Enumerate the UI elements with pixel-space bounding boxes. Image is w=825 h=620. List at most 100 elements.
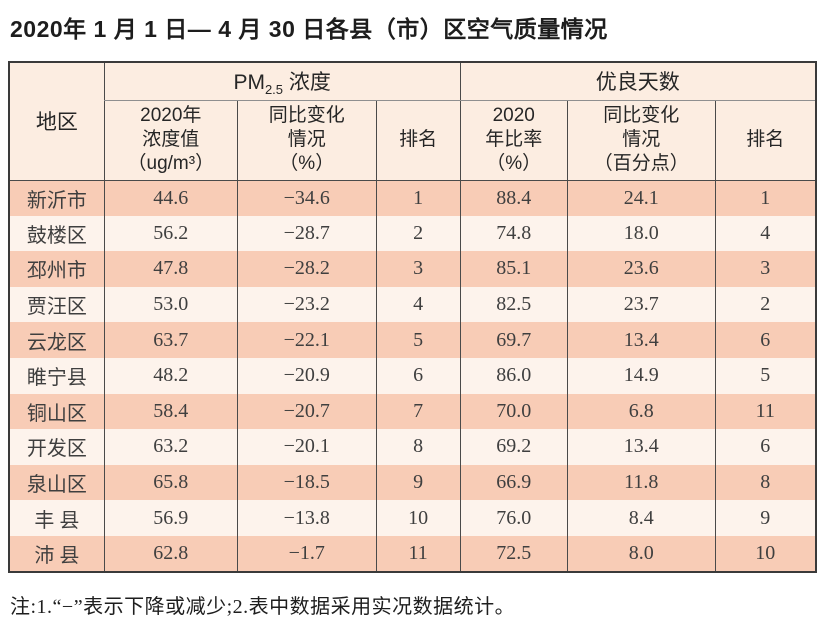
column-header-pm-change: 同比变化 情况 （%） xyxy=(236,100,377,181)
cell-pm-value: 53.0 xyxy=(103,286,238,323)
cell-pm-value: 56.2 xyxy=(103,215,238,252)
cell-region: 沛 县 xyxy=(34,544,80,567)
cell-region: 泉山区 xyxy=(26,474,87,497)
cell-good-rate: 86.0 xyxy=(459,357,568,394)
cell-good-change: 24.1 xyxy=(566,180,716,216)
cell-pm-value: 62.8 xyxy=(103,535,238,572)
cell-good-rank: 3 xyxy=(714,251,816,287)
column-header-pm-value: 2020年 浓度值 （ug/m³） xyxy=(103,100,238,181)
cell-good-rate: 66.9 xyxy=(459,464,568,501)
air-quality-table: 地区 PM2.5 浓度 优良天数 2020年 浓度值 （ug/m³） 同比变化 … xyxy=(8,61,817,573)
column-header-good-rank: 排名 xyxy=(714,100,816,181)
cell-good-rank: 6 xyxy=(714,429,816,465)
cell-pm-change: −28.2 xyxy=(236,251,377,287)
cell-region: 云龙区 xyxy=(26,331,87,354)
pm25-label-prefix: PM xyxy=(233,70,265,94)
cell-good-change: 18.0 xyxy=(566,215,716,252)
cell-pm-rank: 8 xyxy=(375,429,461,465)
table-row: 邳州市 47.8 −28.2 3 85.1 23.6 3 xyxy=(9,251,816,287)
cell-pm-change: −28.7 xyxy=(236,215,377,252)
cell-good-rank: 9 xyxy=(714,500,816,536)
cell-pm-rank: 4 xyxy=(375,286,461,323)
table-row: 云龙区 63.7 −22.1 5 69.7 13.4 6 xyxy=(9,322,816,358)
cell-region: 新沂市 xyxy=(26,189,87,212)
cell-pm-value: 58.4 xyxy=(103,393,238,430)
page-title: 2020年 1 月 1 日— 4 月 30 日各县（市）区空气质量情况 xyxy=(10,16,608,42)
cell-pm-change: −22.1 xyxy=(236,322,377,358)
cell-pm-value: 65.8 xyxy=(103,464,238,501)
cell-good-rate: 85.1 xyxy=(459,251,568,287)
cell-good-rate: 69.7 xyxy=(459,322,568,358)
cell-region: 丰 县 xyxy=(34,509,80,532)
cell-good-change: 8.4 xyxy=(566,500,716,536)
cell-pm-rank: 9 xyxy=(375,464,461,501)
cell-good-change: 13.4 xyxy=(566,429,716,465)
column-header-good-rate: 2020 年比率 （%） xyxy=(459,100,568,181)
cell-pm-value: 56.9 xyxy=(103,500,238,536)
cell-pm-value: 63.7 xyxy=(103,322,238,358)
cell-good-rate: 88.4 xyxy=(459,180,568,216)
cell-pm-rank: 7 xyxy=(375,393,461,430)
table-row: 丰 县 56.9 −13.8 10 76.0 8.4 9 xyxy=(9,500,816,536)
cell-pm-change: −20.1 xyxy=(236,429,377,465)
cell-good-rate: 76.0 xyxy=(459,500,568,536)
cell-good-change: 6.8 xyxy=(566,393,716,430)
pm25-label-subscript: 2.5 xyxy=(264,81,284,97)
column-header-pm-rank: 排名 xyxy=(375,100,461,181)
table-row: 新沂市 44.6 −34.6 1 88.4 24.1 1 xyxy=(9,180,816,216)
cell-pm-value: 47.8 xyxy=(103,251,238,287)
cell-good-rank: 2 xyxy=(714,286,816,323)
cell-good-change: 13.4 xyxy=(566,322,716,358)
cell-good-change: 23.7 xyxy=(566,286,716,323)
cell-good-rate: 72.5 xyxy=(459,535,568,572)
cell-region: 邳州市 xyxy=(26,260,87,283)
cell-good-rank: 10 xyxy=(714,535,816,572)
cell-good-change: 14.9 xyxy=(566,357,716,394)
pm25-label-suffix: 浓度 xyxy=(283,70,331,94)
header-group-row: 地区 PM2.5 浓度 优良天数 xyxy=(9,62,816,181)
table-row: 贾汪区 53.0 −23.2 4 82.5 23.7 2 xyxy=(9,286,816,323)
table-body: 新沂市 44.6 −34.6 1 88.4 24.1 1 鼓楼区 56.2 −28.7 2 74.8 1… xyxy=(9,180,816,572)
cell-pm-change: −20.9 xyxy=(236,357,377,394)
footnote: 注:1.“−”表示下降或减少;2.表中数据采用实况数据统计。 xyxy=(10,595,516,618)
column-group-good-days: 优良天数 xyxy=(459,62,816,101)
table-row: 睢宁县 48.2 −20.9 6 86.0 14.9 5 xyxy=(9,357,816,394)
cell-region: 铜山区 xyxy=(26,402,87,425)
cell-region: 贾汪区 xyxy=(26,296,87,319)
cell-pm-rank: 2 xyxy=(375,215,461,252)
cell-good-rank: 6 xyxy=(714,322,816,358)
column-header-good-change: 同比变化 情况 （百分点） xyxy=(566,100,716,181)
cell-good-rank: 8 xyxy=(714,464,816,501)
cell-pm-value: 44.6 xyxy=(103,180,238,216)
cell-region: 睢宁县 xyxy=(26,367,87,390)
cell-good-rank: 4 xyxy=(714,215,816,252)
cell-pm-rank: 10 xyxy=(375,500,461,536)
cell-good-change: 8.0 xyxy=(566,535,716,572)
table-row: 沛 县 62.8 −1.7 11 72.5 8.0 10 xyxy=(9,535,816,572)
cell-pm-value: 63.2 xyxy=(103,429,238,465)
cell-good-rank: 11 xyxy=(714,393,816,430)
cell-pm-rank: 1 xyxy=(375,180,461,216)
cell-pm-rank: 6 xyxy=(375,357,461,394)
cell-pm-value: 48.2 xyxy=(103,357,238,394)
cell-good-rate: 82.5 xyxy=(459,286,568,323)
cell-good-rate: 69.2 xyxy=(459,429,568,465)
cell-good-change: 23.6 xyxy=(566,251,716,287)
cell-region: 鼓楼区 xyxy=(26,224,87,247)
cell-pm-rank: 3 xyxy=(375,251,461,287)
cell-pm-rank: 5 xyxy=(375,322,461,358)
cell-region: 开发区 xyxy=(26,438,87,461)
column-header-region: 地区 xyxy=(9,62,105,181)
table-row: 泉山区 65.8 −18.5 9 66.9 11.8 8 xyxy=(9,464,816,501)
cell-good-rank: 5 xyxy=(714,357,816,394)
cell-pm-change: −20.7 xyxy=(236,393,377,430)
cell-pm-change: −13.8 xyxy=(236,500,377,536)
cell-pm-change: −18.5 xyxy=(236,464,377,501)
table-row: 铜山区 58.4 −20.7 7 70.0 6.8 11 xyxy=(9,393,816,430)
cell-pm-rank: 11 xyxy=(375,535,461,572)
cell-good-rate: 74.8 xyxy=(459,215,568,252)
table-row: 开发区 63.2 −20.1 8 69.2 13.4 6 xyxy=(9,429,816,465)
table-row: 鼓楼区 56.2 −28.7 2 74.8 18.0 4 xyxy=(9,215,816,252)
cell-good-change: 11.8 xyxy=(566,464,716,501)
cell-pm-change: −34.6 xyxy=(236,180,377,216)
